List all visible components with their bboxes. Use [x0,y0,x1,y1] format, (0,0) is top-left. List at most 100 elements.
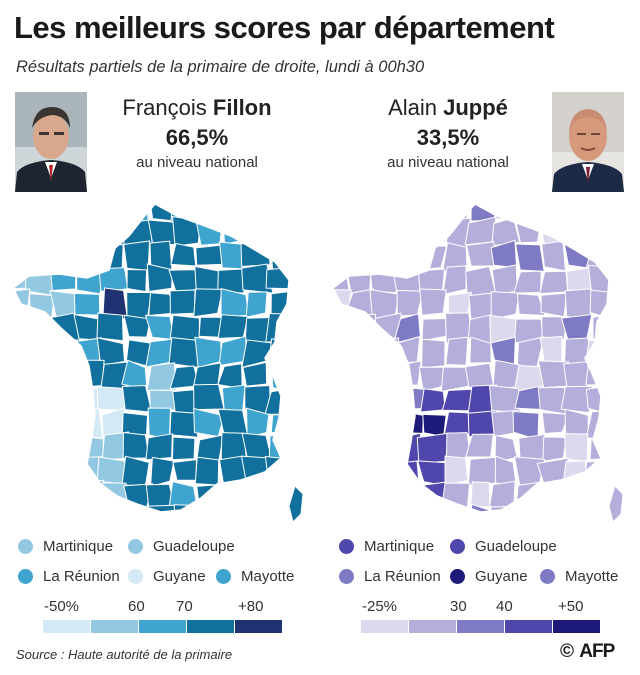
department-region [243,216,272,246]
department-region [333,289,353,317]
department-region [13,385,32,415]
department-region [396,289,424,317]
fillon-first-name: François [122,95,207,120]
department-region [349,461,378,482]
department-region [611,362,635,390]
department-region [467,456,497,486]
department-region [291,463,315,484]
department-region [96,337,126,367]
department-region [13,204,30,224]
department-region [291,361,315,391]
department-region [169,289,196,315]
department-region [469,336,492,364]
department-region [291,219,315,244]
department-region [512,204,544,220]
fillon-last-name: Fillon [212,95,272,120]
juppe-scale-step-1 [361,620,408,633]
fillon-scale-step-4 [187,620,234,633]
department-region [564,408,589,437]
fillon-scale-70: 70 [176,598,193,615]
department-region [25,505,56,512]
juppe-map [325,196,635,526]
department-region [195,244,225,266]
department-region [344,216,375,244]
department-region [488,384,521,414]
department-region [50,479,81,511]
department-region [196,484,221,511]
department-region [587,264,609,293]
martinique-swatch [18,539,33,554]
department-region [120,506,153,512]
fillon-portrait [15,92,87,192]
department-region [614,458,635,487]
department-region [292,434,315,463]
department-region [419,388,447,413]
juppe-scale-max: +50 [558,598,584,615]
department-region [73,479,104,512]
department-region [194,336,222,369]
department-region [28,483,56,511]
department-region [290,294,315,317]
guyane-label: Guyane [153,568,206,585]
fillon-scale-step-5 [235,620,282,633]
department-region [50,339,78,365]
department-region [333,244,352,270]
department-region [13,433,32,459]
department-region [13,240,29,271]
department-region [333,433,351,461]
department-region [333,215,352,247]
department-region [265,312,289,343]
department-region [333,204,350,223]
department-region [345,337,377,367]
department-region [218,335,247,367]
department-region [464,362,494,389]
department-region [441,482,471,510]
department-region [370,241,402,270]
department-region [444,455,469,487]
martinique-swatch [339,539,354,554]
department-region [216,480,243,512]
department-region [25,457,54,488]
department-region [560,204,591,222]
department-region [171,436,196,461]
department-region [28,293,56,320]
department-region [48,247,81,268]
department-region [540,485,569,510]
department-region [244,385,272,417]
fillon-results: François Fillon 66,5% au niveau national [97,95,297,171]
department-region [347,408,375,434]
department-region [194,456,220,486]
guyane-label: Guyane [475,568,528,585]
department-region [194,504,222,512]
department-region [49,215,80,245]
department-region [193,383,225,411]
department-region [392,480,425,509]
department-region [13,460,30,485]
fillon-overseas-mayotte: Mayotte [216,568,294,585]
juppe-overseas-guadeloupe: Guadeloupe [450,538,557,555]
department-region [419,506,448,512]
department-region [345,361,376,393]
juppe-overseas-martinique: Martinique [339,538,434,555]
department-region [123,314,151,338]
department-region [612,316,635,342]
department-region [294,242,315,266]
department-region [246,483,271,508]
department-region [346,388,377,414]
department-region [73,218,100,248]
department-region [369,506,397,512]
department-region [296,264,315,290]
fillon-scale-step-1 [43,620,90,633]
department-region [585,360,609,386]
department-region [562,215,594,242]
department-region [612,241,635,268]
department-region [172,459,197,481]
department-region [265,216,289,246]
department-region [490,291,521,321]
department-region [612,270,635,294]
department-region [565,504,591,512]
department-region [73,204,102,221]
mayotte-label: Mayotte [241,568,295,585]
department-region [97,204,125,225]
department-region [193,288,224,318]
